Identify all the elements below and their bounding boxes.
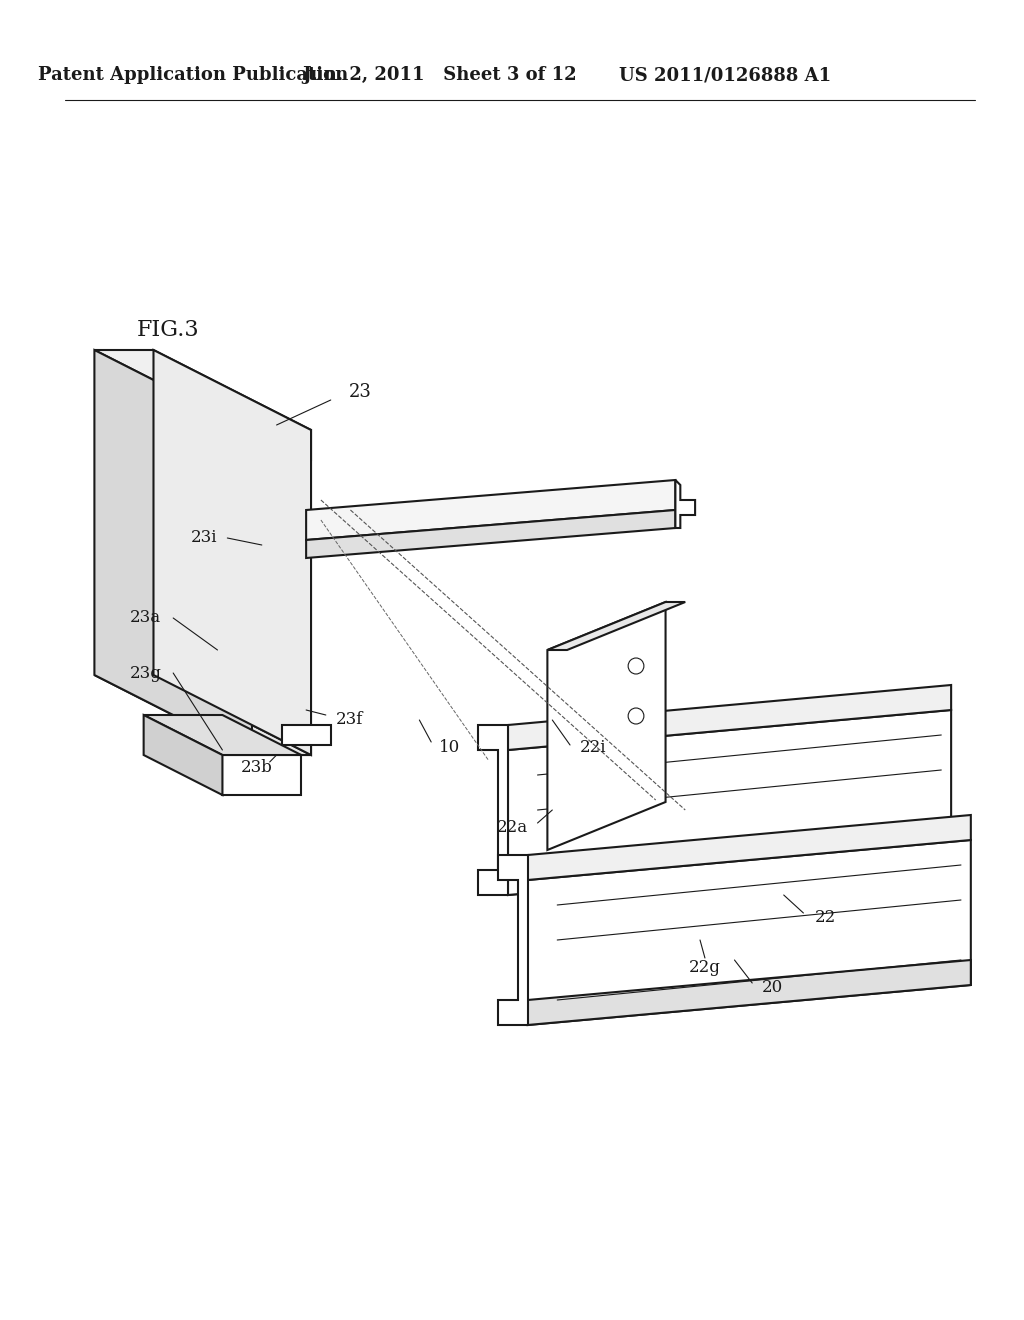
Polygon shape bbox=[306, 480, 676, 540]
Text: 23: 23 bbox=[348, 383, 372, 401]
Polygon shape bbox=[478, 725, 508, 895]
Text: US 2011/0126888 A1: US 2011/0126888 A1 bbox=[618, 66, 830, 84]
Polygon shape bbox=[527, 840, 971, 1026]
Text: 10: 10 bbox=[439, 739, 461, 756]
Polygon shape bbox=[306, 510, 676, 558]
Polygon shape bbox=[94, 675, 311, 755]
Text: Jun. 2, 2011   Sheet 3 of 12: Jun. 2, 2011 Sheet 3 of 12 bbox=[302, 66, 577, 84]
Text: 23i: 23i bbox=[191, 529, 217, 546]
Text: 23g: 23g bbox=[129, 664, 162, 681]
Polygon shape bbox=[508, 830, 951, 895]
Polygon shape bbox=[527, 814, 971, 880]
Text: 20: 20 bbox=[762, 979, 783, 997]
Polygon shape bbox=[527, 960, 971, 1026]
Polygon shape bbox=[143, 715, 222, 795]
Polygon shape bbox=[498, 855, 527, 1026]
Polygon shape bbox=[252, 430, 311, 755]
Text: Patent Application Publication: Patent Application Publication bbox=[38, 66, 348, 84]
Circle shape bbox=[628, 708, 644, 723]
Polygon shape bbox=[143, 715, 301, 755]
Text: 22g: 22g bbox=[689, 960, 721, 977]
Polygon shape bbox=[94, 350, 252, 755]
Polygon shape bbox=[94, 350, 311, 430]
Polygon shape bbox=[154, 350, 311, 755]
Text: 22a: 22a bbox=[497, 820, 527, 837]
Text: 22: 22 bbox=[815, 909, 837, 927]
Text: 23a: 23a bbox=[130, 610, 162, 627]
Polygon shape bbox=[282, 725, 331, 744]
Text: 22i: 22i bbox=[580, 739, 606, 756]
Polygon shape bbox=[508, 685, 951, 750]
Text: FIG.3: FIG.3 bbox=[137, 319, 200, 341]
Text: 23f: 23f bbox=[336, 711, 364, 729]
Text: 23b: 23b bbox=[241, 759, 272, 776]
Polygon shape bbox=[548, 602, 666, 850]
Polygon shape bbox=[222, 755, 301, 795]
Polygon shape bbox=[676, 480, 695, 528]
Polygon shape bbox=[548, 602, 685, 649]
Circle shape bbox=[628, 657, 644, 675]
Polygon shape bbox=[508, 710, 951, 895]
